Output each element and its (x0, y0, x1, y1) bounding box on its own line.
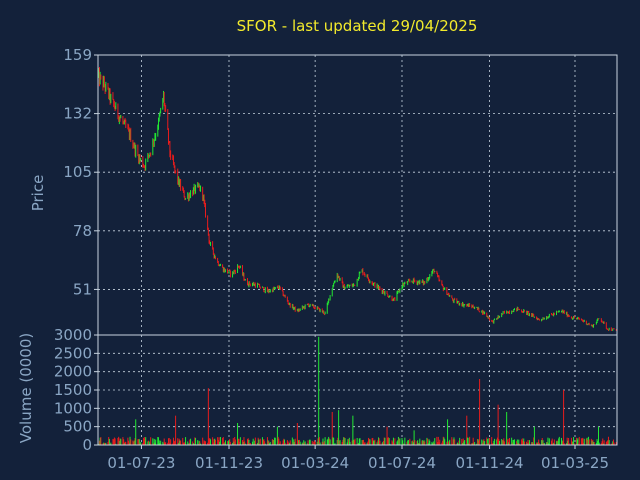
price-axis: 159 132 105 78 51 3000 (54, 46, 98, 344)
chart-title: SFOR - last updated 29/04/2025 (237, 17, 478, 35)
date-tick-label: 01-07-24 (368, 454, 436, 472)
date-tick-label: 01-07-23 (107, 454, 175, 472)
volume-tick-label: 1000 (54, 399, 92, 417)
price-axis-label: Price (29, 175, 47, 212)
price-tick-label: 159 (63, 46, 92, 64)
price-tick-label: 3000 (54, 326, 92, 344)
volume-axis-label: Volume (0000) (17, 333, 35, 443)
volume-bars (97, 336, 618, 445)
price-tick-label: 132 (63, 105, 92, 123)
price-panel: 159 132 105 78 51 3000 Price (29, 46, 618, 344)
date-axis: 01-07-23 01-11-23 01-03-24 01-07-24 01-11-24… (107, 445, 609, 472)
price-tick-label: 105 (63, 163, 92, 181)
price-tick-label: 78 (73, 222, 92, 240)
volume-tick-label: 2500 (54, 344, 92, 362)
price-candles (97, 67, 618, 332)
volume-tick-label: 500 (63, 418, 92, 436)
volume-tick-label: 0 (82, 436, 92, 454)
date-tick-label: 01-11-23 (195, 454, 263, 472)
volume-tick-label: 1500 (54, 381, 92, 399)
price-grid (98, 55, 617, 335)
price-tick-label: 51 (73, 280, 92, 298)
date-tick-label: 01-03-24 (281, 454, 349, 472)
date-tick-label: 01-11-24 (456, 454, 524, 472)
volume-grid (98, 335, 617, 445)
date-tick-label: 01-03-25 (541, 454, 609, 472)
volume-tick-label: 2000 (54, 363, 92, 381)
